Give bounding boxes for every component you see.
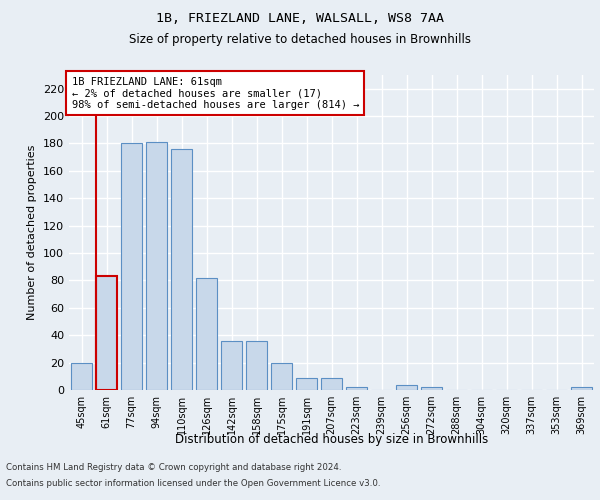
Bar [571, 388, 592, 390]
Text: Size of property relative to detached houses in Brownhills: Size of property relative to detached ho… [129, 32, 471, 46]
Bar [221, 340, 242, 390]
Bar [396, 384, 417, 390]
Text: Contains HM Land Registry data © Crown copyright and database right 2024.: Contains HM Land Registry data © Crown c… [6, 464, 341, 472]
Bar [96, 276, 117, 390]
Bar [296, 378, 317, 390]
Text: Contains public sector information licensed under the Open Government Licence v3: Contains public sector information licen… [6, 478, 380, 488]
Y-axis label: Number of detached properties: Number of detached properties [28, 145, 37, 320]
Bar [246, 340, 267, 390]
Bar [171, 149, 192, 390]
Bar [271, 362, 292, 390]
Bar [421, 388, 442, 390]
Text: 1B FRIEZLAND LANE: 61sqm
← 2% of detached houses are smaller (17)
98% of semi-de: 1B FRIEZLAND LANE: 61sqm ← 2% of detache… [71, 76, 359, 110]
Text: 1B, FRIEZLAND LANE, WALSALL, WS8 7AA: 1B, FRIEZLAND LANE, WALSALL, WS8 7AA [156, 12, 444, 26]
Bar [121, 144, 142, 390]
Bar [321, 378, 342, 390]
Text: Distribution of detached houses by size in Brownhills: Distribution of detached houses by size … [175, 432, 488, 446]
Bar [71, 362, 92, 390]
Bar [346, 388, 367, 390]
Bar [146, 142, 167, 390]
Bar [196, 278, 217, 390]
